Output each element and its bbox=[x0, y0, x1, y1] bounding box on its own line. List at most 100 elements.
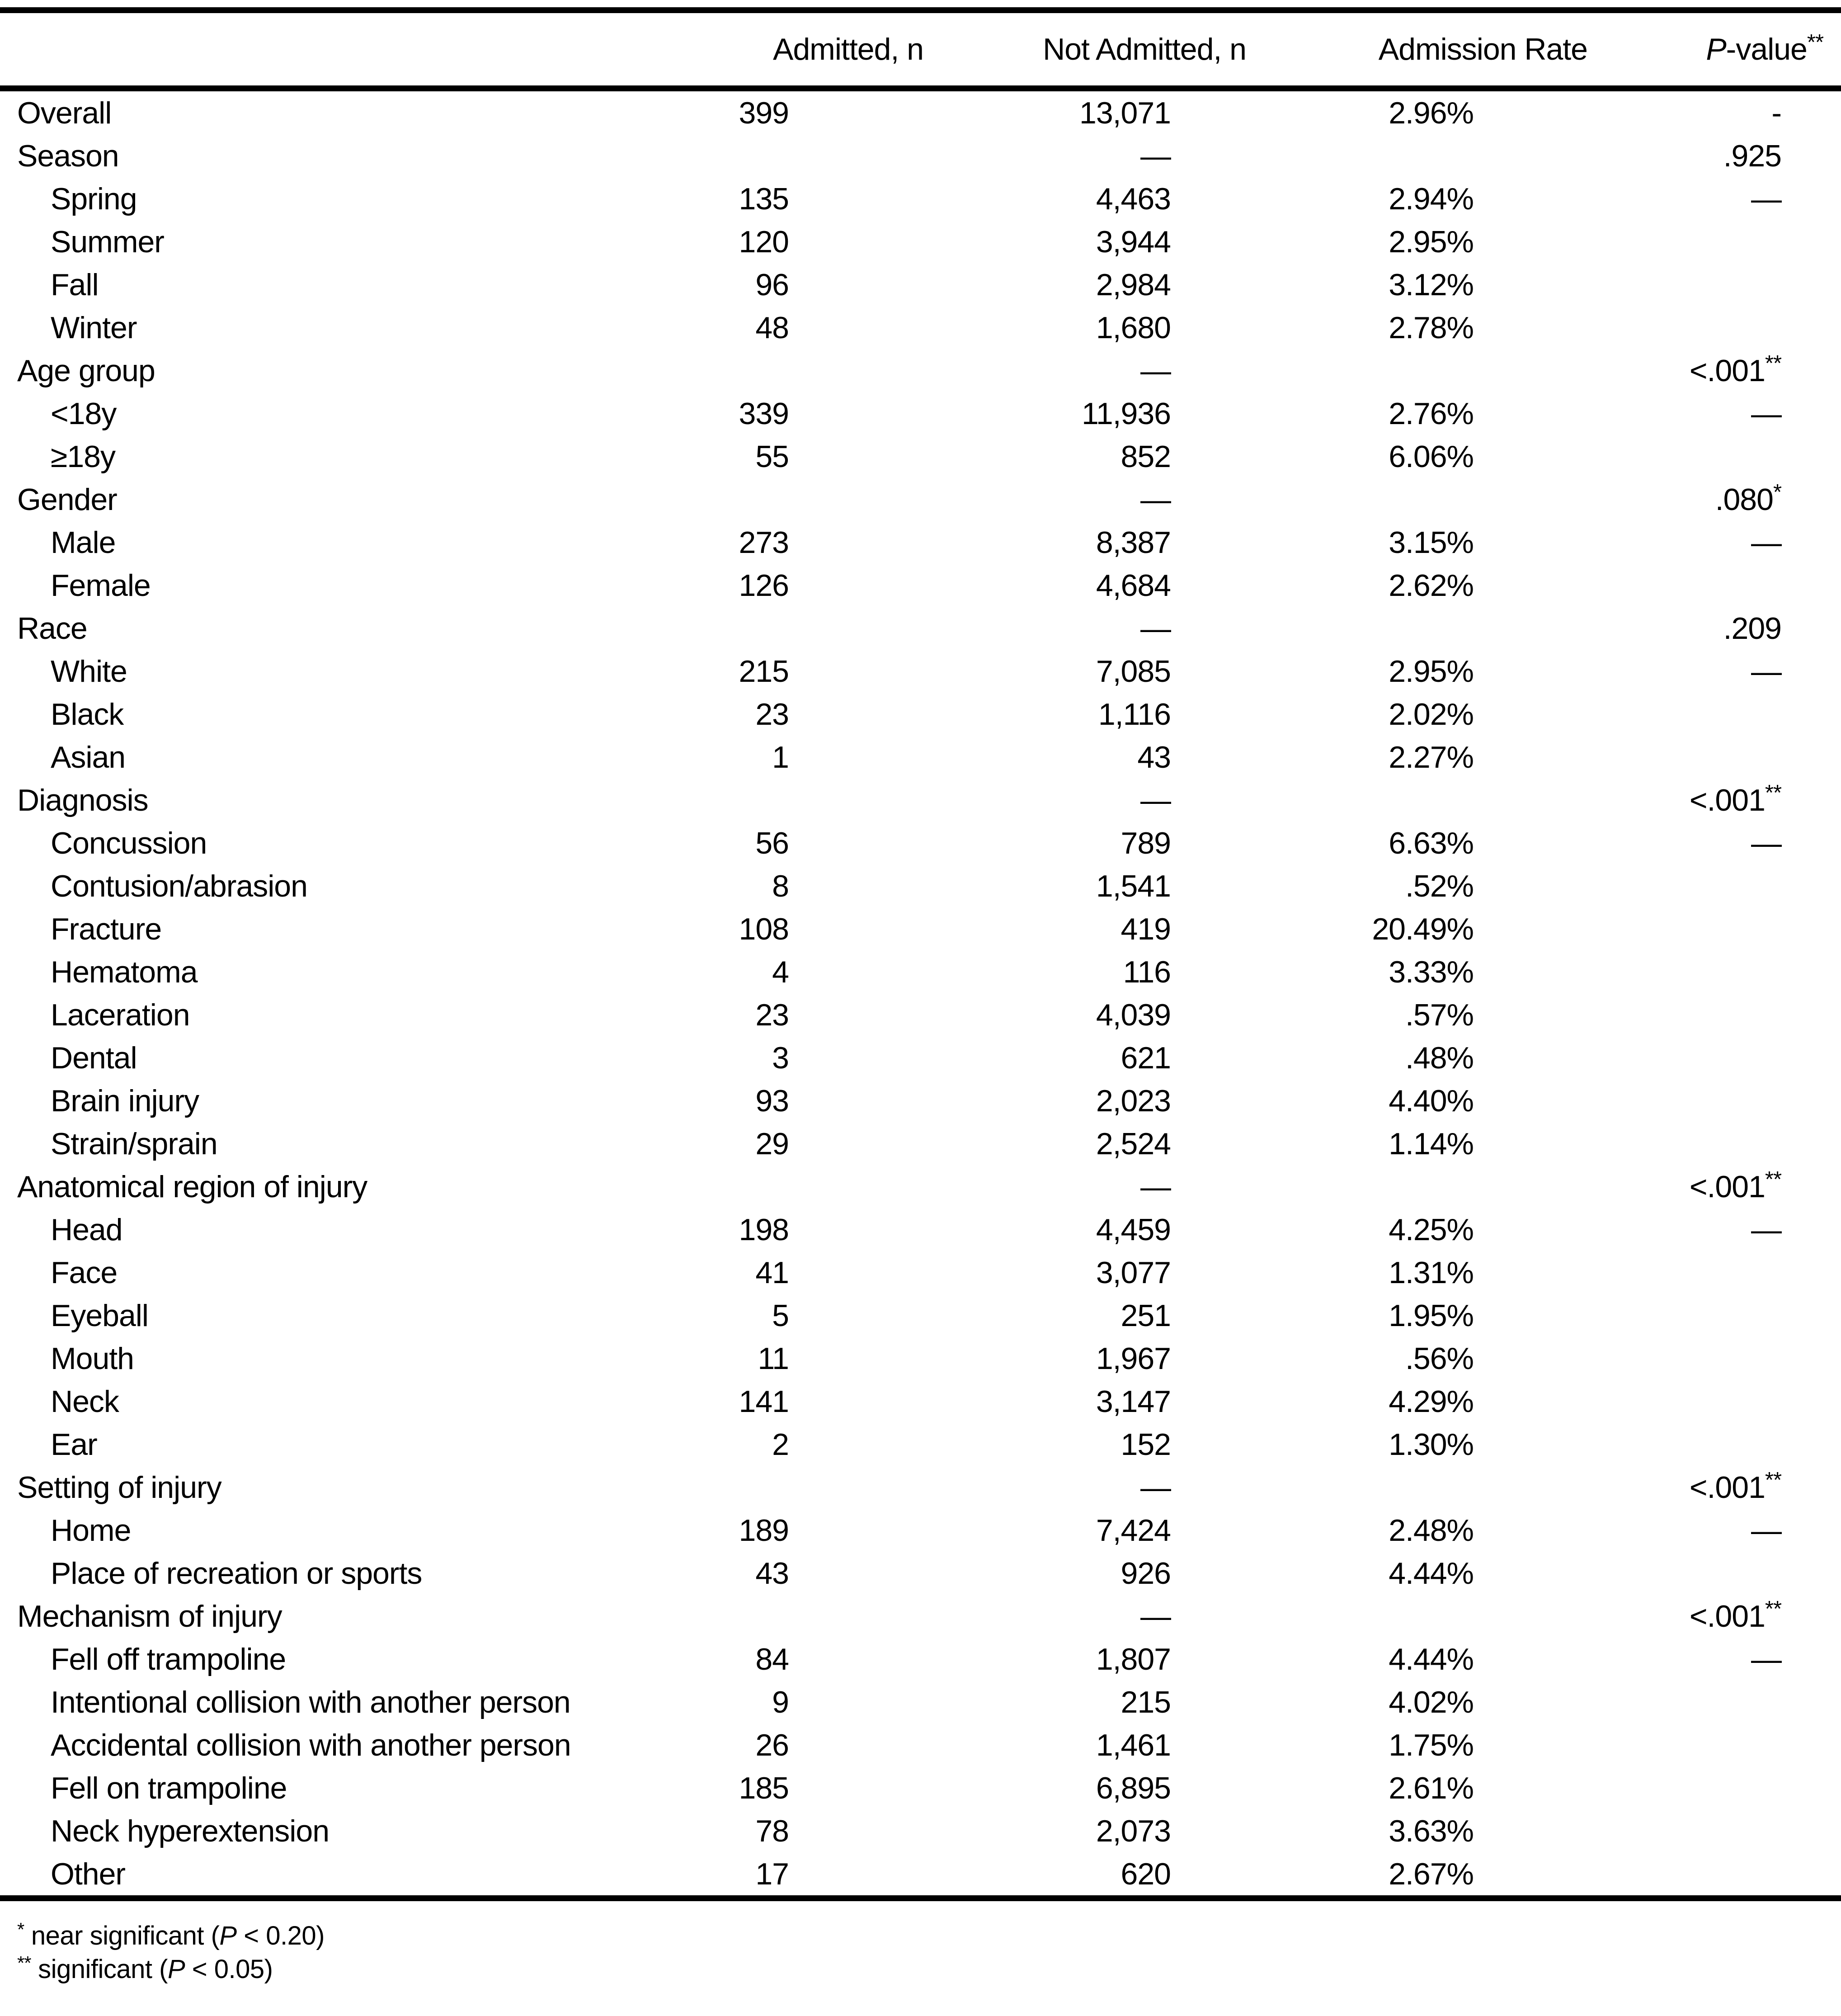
cell-admitted: 3 bbox=[772, 1040, 789, 1075]
row-label: Neck bbox=[51, 1384, 119, 1419]
table-footnotes: * near significant (P < 0.20) ** signifi… bbox=[0, 1919, 1841, 1986]
table-row: Intentional collision with another perso… bbox=[0, 1681, 1841, 1723]
cell-admission-rate: 2.61% bbox=[1389, 1770, 1474, 1805]
row-label: Eyeball bbox=[51, 1298, 149, 1333]
cell-p-value: .925 bbox=[1723, 138, 1782, 173]
row-label: Spring bbox=[51, 181, 137, 216]
cell-p-value: <.001** bbox=[1689, 1468, 1782, 1505]
row-label: Setting of injury bbox=[17, 1470, 222, 1505]
cell-p-value: <.001** bbox=[1689, 781, 1782, 817]
table-row: Age group — <.001** bbox=[0, 349, 1841, 392]
cell-admitted: 185 bbox=[739, 1770, 789, 1805]
cell-admitted: 273 bbox=[739, 525, 789, 560]
cell-admitted: 23 bbox=[755, 697, 789, 732]
cell-p-value: <.001** bbox=[1689, 1167, 1782, 1204]
cell-admission-rate: 2.02% bbox=[1389, 697, 1474, 732]
cell-admission-rate: 20.49% bbox=[1372, 911, 1474, 946]
row-label: ≥18y bbox=[51, 439, 116, 474]
row-label: Age group bbox=[17, 353, 155, 388]
cell-not-admitted: 3,944 bbox=[1096, 224, 1171, 259]
cell-admitted: 41 bbox=[755, 1255, 789, 1290]
row-label: Fell off trampoline bbox=[51, 1642, 286, 1676]
cell-not-admitted: — bbox=[1140, 1599, 1171, 1634]
column-header-admitted: Admitted, n bbox=[673, 32, 924, 67]
footnote-double-asterisk: ** bbox=[17, 1952, 31, 1974]
row-label: Hematoma bbox=[51, 954, 198, 989]
cell-not-admitted: 6,895 bbox=[1096, 1770, 1171, 1805]
row-label: White bbox=[51, 654, 127, 689]
row-label: Face bbox=[51, 1255, 118, 1290]
table-row: Concussion 56 789 6.63% — bbox=[0, 822, 1841, 864]
table-top-rule bbox=[0, 7, 1841, 13]
cell-admission-rate: 3.63% bbox=[1389, 1813, 1474, 1848]
cell-admitted: 2 bbox=[772, 1427, 789, 1462]
cell-not-admitted: — bbox=[1140, 482, 1171, 517]
cell-not-admitted: — bbox=[1140, 1169, 1171, 1204]
cell-not-admitted: 43 bbox=[1137, 740, 1171, 774]
table-row: White 215 7,085 2.95% — bbox=[0, 650, 1841, 693]
table-row: Dental 3 621 .48% bbox=[0, 1036, 1841, 1079]
table-row: Setting of injury — <.001** bbox=[0, 1466, 1841, 1509]
table-row: Mouth 11 1,967 .56% bbox=[0, 1337, 1841, 1380]
column-header-admission-rate-label: Admission Rate bbox=[1378, 32, 1588, 66]
cell-admitted: 135 bbox=[739, 181, 789, 216]
cell-p-value: — bbox=[1751, 654, 1782, 689]
footnote-text-end: < 0.05) bbox=[185, 1955, 273, 1984]
cell-admission-rate: 1.95% bbox=[1389, 1298, 1474, 1333]
cell-p-value: <.001** bbox=[1689, 351, 1782, 388]
cell-p-value: — bbox=[1751, 1212, 1782, 1247]
table-row: Female 126 4,684 2.62% bbox=[0, 564, 1841, 607]
p-value-asterisks: * bbox=[1773, 480, 1782, 505]
cell-not-admitted: 620 bbox=[1121, 1856, 1171, 1891]
cell-not-admitted: 215 bbox=[1121, 1685, 1171, 1719]
table-row: Diagnosis — <.001** bbox=[0, 779, 1841, 822]
table-row: Laceration 23 4,039 .57% bbox=[0, 993, 1841, 1036]
cell-not-admitted: — bbox=[1140, 1470, 1171, 1505]
table-row: Mechanism of injury — <.001** bbox=[0, 1595, 1841, 1638]
footnote-italic-p: P bbox=[219, 1921, 237, 1950]
cell-admission-rate: 1.30% bbox=[1389, 1427, 1474, 1462]
cell-admitted: 5 bbox=[772, 1298, 789, 1333]
table-row: Eyeball 5 251 1.95% bbox=[0, 1294, 1841, 1337]
row-label: Summer bbox=[51, 224, 165, 259]
column-header-p-value: P-value** bbox=[1476, 30, 1841, 67]
cell-admitted: 198 bbox=[739, 1212, 789, 1247]
cell-admitted: 189 bbox=[739, 1513, 789, 1548]
cell-not-admitted: 789 bbox=[1121, 826, 1171, 860]
row-label: Mechanism of injury bbox=[17, 1599, 283, 1634]
cell-admission-rate: 6.63% bbox=[1389, 826, 1474, 860]
cell-not-admitted: 152 bbox=[1121, 1427, 1171, 1462]
cell-admitted: 11 bbox=[758, 1341, 789, 1376]
table-row: Head 198 4,459 4.25% — bbox=[0, 1208, 1841, 1251]
footnote-italic-p: P bbox=[167, 1955, 185, 1984]
cell-not-admitted: 3,077 bbox=[1096, 1255, 1171, 1290]
row-label: Fell on trampoline bbox=[51, 1770, 287, 1805]
cell-p-value: — bbox=[1751, 1642, 1782, 1676]
row-label: Gender bbox=[17, 482, 118, 517]
cell-not-admitted: 13,071 bbox=[1079, 95, 1171, 130]
cell-admitted: 48 bbox=[755, 310, 789, 345]
row-label: Home bbox=[51, 1513, 131, 1548]
cell-admitted: 17 bbox=[755, 1856, 789, 1891]
cell-not-admitted: 3,147 bbox=[1096, 1384, 1171, 1419]
cell-not-admitted: 8,387 bbox=[1096, 525, 1171, 560]
cell-not-admitted: — bbox=[1140, 611, 1171, 646]
cell-not-admitted: 1,967 bbox=[1096, 1341, 1171, 1376]
table-header-rule bbox=[0, 85, 1841, 91]
cell-admitted: 399 bbox=[739, 95, 789, 130]
p-value-asterisks: ** bbox=[1765, 1597, 1782, 1622]
cell-admission-rate: 1.31% bbox=[1389, 1255, 1474, 1290]
table-row: Asian 1 43 2.27% bbox=[0, 736, 1841, 779]
row-label: Fracture bbox=[51, 911, 162, 946]
table-row: Ear 2 152 1.30% bbox=[0, 1423, 1841, 1466]
table-row: Fell on trampoline 185 6,895 2.61% bbox=[0, 1766, 1841, 1809]
cell-admitted: 339 bbox=[739, 396, 789, 431]
p-value-italic-p: P bbox=[1706, 32, 1726, 66]
table-row: Winter 48 1,680 2.78% bbox=[0, 306, 1841, 349]
cell-not-admitted: 4,039 bbox=[1096, 997, 1171, 1032]
cell-admission-rate: 2.78% bbox=[1389, 310, 1474, 345]
cell-admitted: 55 bbox=[755, 439, 789, 474]
table-row: Gender — .080* bbox=[0, 478, 1841, 521]
cell-not-admitted: 1,680 bbox=[1096, 310, 1171, 345]
cell-admitted: 93 bbox=[755, 1083, 789, 1118]
